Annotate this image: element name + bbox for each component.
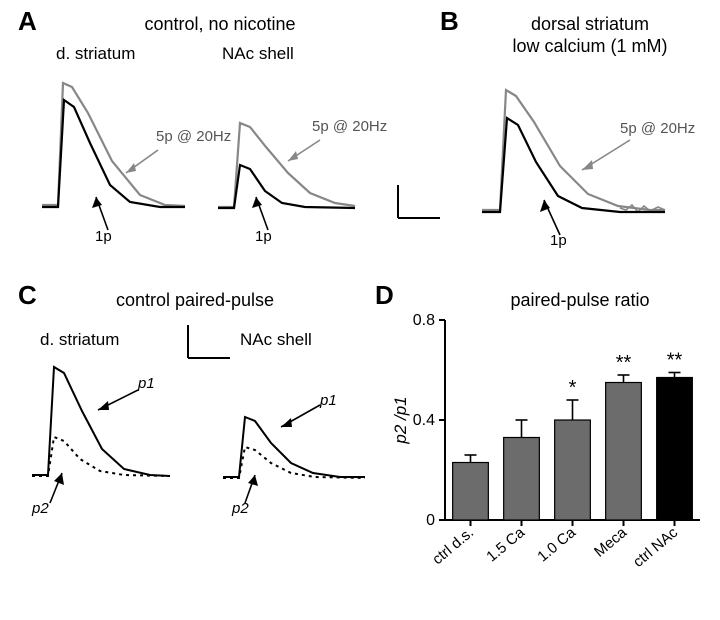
panel-b-arrows [470,70,700,270]
panel-c-left-sub: d. striatum [40,330,119,350]
panel-c-right-p2: p2 [232,500,249,517]
panel-a-left-single-annot: 1p [95,228,112,245]
panel-b-title2: low calcium (1 mM) [470,36,710,57]
svg-text:0: 0 [426,512,435,529]
svg-text:**: ** [667,350,683,372]
panel-a-left-sub: d. striatum [56,44,135,64]
svg-text:0.8: 0.8 [413,312,435,329]
panel-a-label: A [18,6,37,37]
panel-a-left-arrows [30,65,230,265]
panel-a-right-sub: NAc shell [222,44,294,64]
panel-b-label: B [440,6,459,37]
panel-a-right-burst-annot: 5p @ 20Hz [312,118,387,135]
panel-c-right-p1: p1 [320,392,337,409]
panel-c-right-arrows [215,355,395,515]
panel-d-chart: 0 0.4 0.8 p2 /p1 ctrl d.s.1.5 Ca * 1.0 Ca ** Mec… [390,300,720,610]
svg-text:ctrl d.s.: ctrl d.s. [429,524,477,568]
scalebar-ab [390,180,450,230]
panel-b-burst-annot: 5p @ 20Hz [620,120,695,137]
svg-text:0.4: 0.4 [413,412,435,429]
panel-c-label: C [18,280,37,311]
panel-c-left-p2: p2 [32,500,49,517]
svg-text:Meca: Meca [591,524,631,561]
panel-a-title: control, no nicotine [90,14,350,35]
svg-text:1.0 Ca: 1.0 Ca [534,524,579,566]
panel-b-single-annot: 1p [550,232,567,249]
svg-text:1.5 Ca: 1.5 Ca [483,524,528,566]
svg-text:p2 /p1: p2 /p1 [391,396,410,444]
panel-c-left-arrows [20,355,200,515]
panel-a-right-single-annot: 1p [255,228,272,245]
svg-text:ctrl NAc: ctrl NAc [630,524,682,571]
panel-b-title1: dorsal striatum [480,14,700,35]
svg-text:**: ** [616,352,632,374]
panel-a-right-arrows [210,65,410,265]
panel-c-title: control paired-pulse [80,290,310,311]
panel-c-left-p1: p1 [138,375,155,392]
svg-text:*: * [569,377,577,399]
panel-c-right-sub: NAc shell [240,330,312,350]
